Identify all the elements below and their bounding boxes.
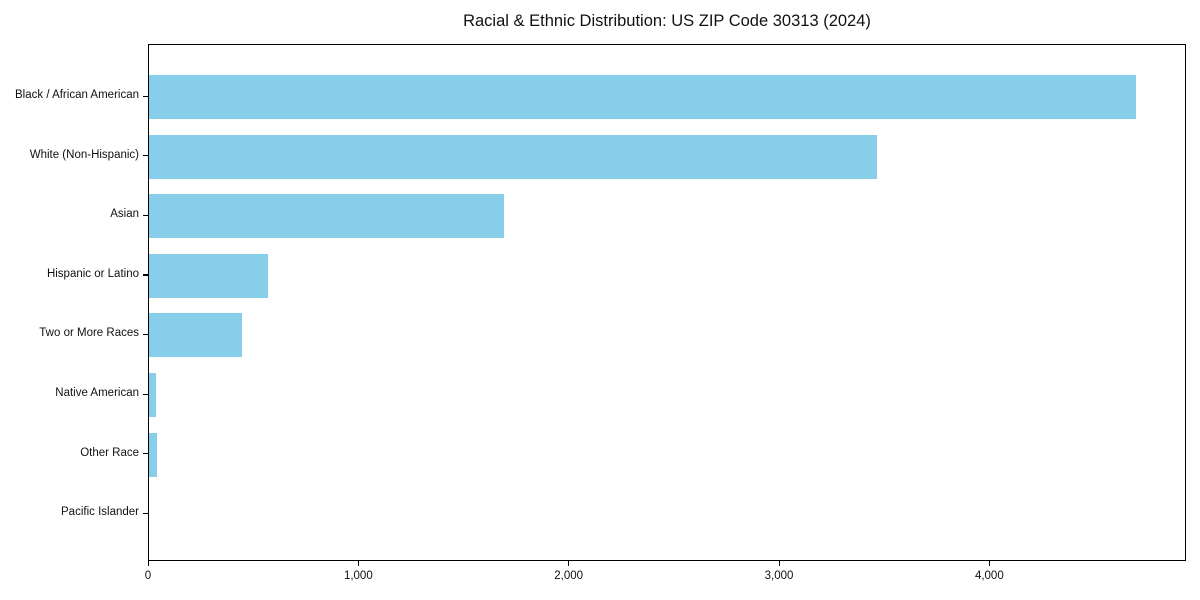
y-tick-label-pacific-islander: Pacific Islander — [61, 506, 139, 519]
y-tick-label-hispanic-or-latino: Hispanic or Latino — [46, 267, 139, 280]
y-tick-label-white-non-hispanic: White (Non-Hispanic) — [29, 148, 139, 161]
bar-other-race — [149, 432, 157, 477]
x-tick-label-4000: 4,000 — [974, 570, 1004, 582]
x-tick-label-1000: 1,000 — [343, 570, 373, 582]
y-tick-label-other-race: Other Race — [80, 446, 139, 459]
y-tick-label-black-african-american: Black / African American — [15, 89, 139, 101]
y-tick-mark — [143, 512, 148, 514]
y-tick-mark — [143, 333, 148, 336]
x-tick-mark — [778, 561, 780, 566]
bar-native-american — [149, 373, 157, 417]
y-tick-mark — [143, 393, 148, 395]
y-tick-label-two-or-more-races: Two or More Races — [39, 327, 139, 340]
chart-title: Racial & Ethnic Distribution: US ZIP Cod… — [463, 12, 871, 30]
x-tick-mark — [357, 561, 360, 566]
x-tick-mark — [988, 561, 991, 566]
x-tick-mark — [147, 561, 149, 566]
bar-two-or-more-races — [149, 313, 243, 358]
plot-area — [148, 44, 1186, 561]
y-tick-mark — [143, 95, 148, 97]
y-tick-label-native-american: Native American — [55, 387, 139, 399]
x-tick-label-0: 0 — [144, 570, 152, 582]
x-tick-label-3000: 3,000 — [764, 570, 794, 582]
y-tick-mark — [143, 214, 148, 216]
bar-asian — [149, 194, 504, 239]
x-tick-mark — [568, 561, 570, 566]
bar-black-african-american — [149, 75, 1136, 119]
bar-white-non-hispanic — [149, 134, 878, 179]
y-tick-mark — [143, 274, 148, 276]
y-tick-mark — [143, 155, 148, 157]
y-tick-label-asian: Asian — [110, 208, 139, 221]
bar-hispanic-or-latino — [149, 253, 268, 298]
y-tick-mark — [143, 453, 148, 455]
x-tick-label-2000: 2,000 — [554, 570, 584, 582]
